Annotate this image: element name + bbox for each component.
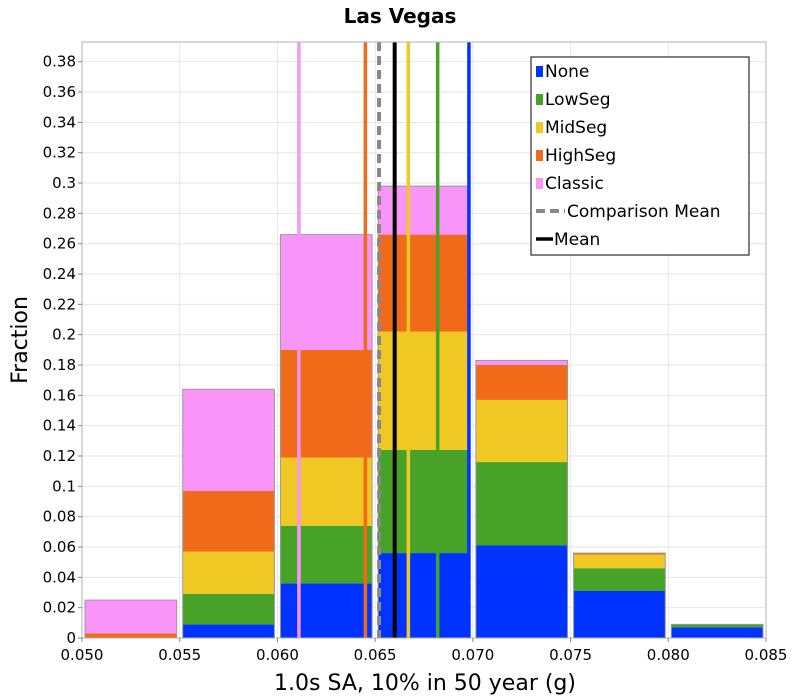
- plot-frame: [81, 41, 767, 639]
- bar-midseg-bin-6: [573, 554, 666, 569]
- y-tick-label: 0.14: [43, 417, 76, 435]
- bar-highseg-bin-3: [280, 349, 373, 458]
- bar-none-bin-7: [671, 627, 763, 638]
- x-tick-label: 0.060: [256, 646, 299, 664]
- y-tick-label: 0.04: [43, 568, 76, 586]
- y-axis-label: Fraction: [8, 296, 33, 384]
- bar-none-bin-4: [378, 553, 470, 638]
- y-tick-label: 0.36: [43, 83, 76, 101]
- x-tick-label: 0.085: [745, 646, 788, 664]
- y-tick-label: 0.2: [52, 326, 76, 344]
- bar-highseg-bin-4: [378, 234, 470, 332]
- bar-midseg-bin-3: [280, 457, 373, 526]
- bar-lowseg-bin-3: [280, 525, 373, 584]
- y-tick-label: 0.16: [43, 386, 76, 404]
- x-axis-label: 1.0s SA, 10% in 50 year (g): [274, 671, 576, 696]
- bar-classic-bin-3: [280, 234, 373, 350]
- legend-swatch-classic: [536, 178, 543, 189]
- y-tick-label: 0.22: [43, 295, 76, 313]
- bar-highseg-bin-5: [475, 365, 568, 400]
- legend-box: [530, 56, 750, 256]
- bar-none-bin-2: [182, 624, 275, 638]
- legend-label-mean: Mean: [554, 230, 600, 250]
- legend-swatch-highseg: [536, 150, 543, 161]
- y-tick-label: 0.24: [43, 265, 76, 283]
- bar-lowseg-bin-7: [671, 624, 763, 628]
- legend-label-none: None: [545, 62, 589, 82]
- bar-none-bin-6: [573, 590, 666, 638]
- bar-midseg-bin-5: [475, 399, 568, 463]
- y-axis-ticks: 0 0.02 0.04 0.06 0.08 0.1 0.12 0.14 0.16 0.18 0.2 0…: [43, 53, 82, 647]
- y-tick-label: 0.06: [43, 538, 76, 556]
- x-tick-label: 0.080: [647, 646, 690, 664]
- x-tick-label: 0.075: [549, 646, 592, 664]
- legend-label-highseg: HighSeg: [545, 146, 616, 166]
- bar-lowseg-bin-5: [475, 462, 568, 546]
- x-tick-label: 0.070: [451, 646, 494, 664]
- bar-none-bin-3: [280, 583, 373, 638]
- y-tick-label: 0.08: [43, 508, 76, 526]
- bar-highseg-bin-2: [182, 490, 275, 552]
- mean-lines: [297, 42, 471, 638]
- legend-label-midseg: MidSeg: [545, 118, 607, 138]
- bar-classic-bin-2: [182, 389, 275, 491]
- y-tick-label: 0.02: [43, 599, 76, 617]
- y-tick-label: 0.32: [43, 144, 76, 162]
- y-tick-label: 0.1: [52, 477, 76, 495]
- x-tick-label: 0.050: [61, 646, 104, 664]
- x-axis-ticks: 0.050 0.055 0.060 0.065 0.070 0.075 0.080 0.085: [61, 638, 788, 664]
- y-tick-label: 0: [66, 629, 76, 647]
- legend-swatch-midseg: [536, 122, 543, 133]
- chart-title: Las Vegas: [344, 4, 457, 28]
- y-tick-label: 0.26: [43, 235, 76, 253]
- bar-lowseg-bin-6: [573, 568, 666, 591]
- x-tick-label: 0.065: [354, 646, 397, 664]
- bar-lowseg-bin-4: [378, 449, 470, 554]
- legend-label-comparison-mean: Comparison Mean: [567, 202, 721, 222]
- bar-midseg-bin-4: [378, 331, 470, 450]
- bar-classic-bin-5: [475, 360, 568, 366]
- bar-highseg-bin-1: [85, 633, 177, 638]
- y-tick-label: 0.18: [43, 356, 76, 374]
- bar-midseg-bin-2: [182, 551, 275, 595]
- bar-highseg-bin-6: [573, 553, 666, 555]
- y-tick-label: 0.12: [43, 447, 76, 465]
- y-tick-label: 0.34: [43, 113, 76, 131]
- legend: None LowSeg MidSeg HighSeg Classic Comparison…: [530, 56, 750, 256]
- bar-classic-bin-1: [85, 600, 177, 634]
- legend-swatch-none: [536, 66, 543, 77]
- y-tick-label: 0.28: [43, 204, 76, 222]
- y-tick-label: 0.38: [43, 53, 76, 71]
- y-tick-label: 0.3: [52, 174, 76, 192]
- x-tick-label: 0.055: [158, 646, 201, 664]
- bar-classic-bin-4: [378, 186, 470, 235]
- bar-lowseg-bin-2: [182, 594, 275, 625]
- legend-label-lowseg: LowSeg: [545, 90, 611, 110]
- legend-swatch-lowseg: [536, 94, 543, 105]
- bar-none-bin-5: [475, 545, 568, 638]
- legend-label-classic: Classic: [545, 174, 604, 194]
